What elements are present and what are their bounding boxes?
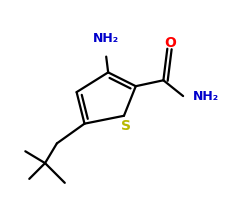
- Text: NH₂: NH₂: [93, 32, 119, 45]
- Text: O: O: [164, 36, 176, 50]
- Text: NH₂: NH₂: [193, 90, 219, 103]
- Text: S: S: [121, 119, 131, 133]
